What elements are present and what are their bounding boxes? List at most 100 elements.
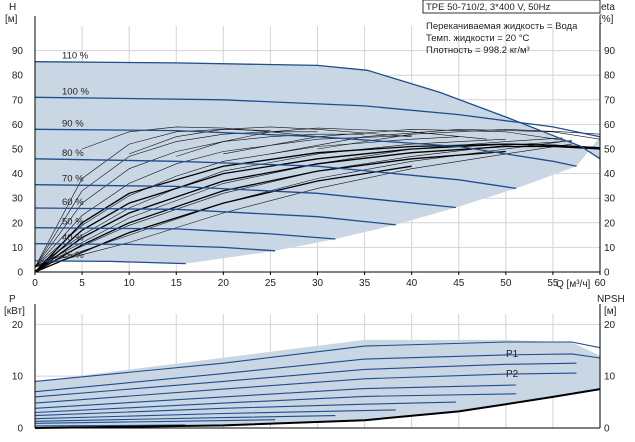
x-tick-label: 20 xyxy=(218,278,230,289)
y-tick-label-left: 20 xyxy=(12,218,24,229)
y-tick-label-left: 50 xyxy=(12,145,24,156)
npsh-tick-label: 0 xyxy=(604,424,610,435)
y-tick-label-right: 0 xyxy=(604,268,610,279)
info-fluid: Перекачиваемая жидкость = Вода xyxy=(426,21,578,32)
y-tick-label-right: 50 xyxy=(604,145,616,156)
axis-unit-p: [кВт] xyxy=(4,306,25,317)
axis-unit-h: [м] xyxy=(5,14,18,25)
y-tick-label-left: 90 xyxy=(12,46,24,57)
y-tick-label-left: 70 xyxy=(12,95,24,106)
efficiency-curve xyxy=(34,133,365,268)
y-tick-label-right: 90 xyxy=(604,46,616,57)
x-tick-label: 35 xyxy=(359,278,371,289)
efficiency-curve xyxy=(81,126,318,150)
qh-curve xyxy=(34,61,601,160)
power-curve xyxy=(34,384,517,409)
efficiency-curve xyxy=(34,136,459,268)
speed-label: 40 % xyxy=(62,233,84,244)
qh-curve xyxy=(34,184,456,209)
x-tick-label: 50 xyxy=(500,278,512,289)
x-tick-label: 30 xyxy=(312,278,324,289)
efficiency-curve xyxy=(129,126,412,155)
y-tick-label-left: 80 xyxy=(12,71,24,82)
npsh-curve xyxy=(34,388,601,429)
y-tick-label-right: 30 xyxy=(604,194,616,205)
p-tick-label: 10 xyxy=(12,372,24,383)
info-temperature: Темп. жидкости = 20 °C xyxy=(426,33,529,44)
axis-unit-npsh: [м] xyxy=(604,306,617,317)
y-tick-label-left: 60 xyxy=(12,120,24,131)
y-tick-label-left: 30 xyxy=(12,194,24,205)
x-tick-label: 0 xyxy=(32,278,38,289)
curves: 110 % 100 % 90 % 80 % 70 % 60 % 50 % 40 % 25 % xyxy=(34,51,601,429)
efficiency-curve xyxy=(34,128,271,268)
efficiency-curve-bold xyxy=(34,143,601,273)
axis-title-npsh: NPSH xyxy=(597,294,625,305)
speed-label: 90 % xyxy=(62,118,84,129)
efficiency-curve xyxy=(34,140,572,268)
power-curve xyxy=(34,401,456,417)
y-tick-label-right: 10 xyxy=(604,243,616,254)
operating-envelope-fill xyxy=(35,61,600,264)
p-tick-label: 20 xyxy=(12,320,24,331)
qh-curve xyxy=(34,128,577,167)
axis-title-q: Q [м³/ч] xyxy=(556,279,591,290)
power-curve xyxy=(34,424,186,427)
power-curve xyxy=(34,362,577,398)
title-box xyxy=(422,0,601,14)
efficiency-curve-bold xyxy=(34,145,601,273)
y-tick-label-right: 70 xyxy=(604,95,616,106)
power-curve xyxy=(34,341,601,382)
efficiency-curve xyxy=(34,137,563,268)
y-tick-label-left: 0 xyxy=(17,268,23,279)
x-tick-label: 45 xyxy=(453,278,465,289)
npsh-tick-label: 20 xyxy=(604,320,616,331)
y-tick-label-right: 40 xyxy=(604,169,616,180)
power-curve xyxy=(34,419,276,424)
speed-label: 100 % xyxy=(62,86,89,97)
y-tick-label-left: 40 xyxy=(12,169,24,180)
speed-label: 25 % xyxy=(62,250,84,261)
power-curve xyxy=(34,409,396,420)
npsh-tick-label: 10 xyxy=(604,372,616,383)
qh-curve xyxy=(34,158,517,190)
axis-title-eta: eta xyxy=(601,2,615,13)
y-tick-label-right: 80 xyxy=(604,71,616,82)
power-curve xyxy=(34,393,517,414)
chart-title: TPE 50-710/2, 3*400 V, 50Hz xyxy=(426,2,551,13)
x-tick-label: 25 xyxy=(265,278,277,289)
y-tick-label-right: 60 xyxy=(604,120,616,131)
axis-title-p: P xyxy=(9,294,16,305)
series-label-p1: P1 xyxy=(506,349,519,360)
speed-label: 60 % xyxy=(62,197,84,208)
speed-label: 50 % xyxy=(62,217,84,228)
x-tick-label: 10 xyxy=(124,278,136,289)
x-tick-label: 15 xyxy=(171,278,183,289)
y-tick-label-right: 20 xyxy=(604,218,616,229)
x-tick-label: 40 xyxy=(406,278,418,289)
labels: H [м] eta [%] Q [м³/ч] TPE 50-710/2, 3*4… xyxy=(4,2,625,380)
axis-title-h: H xyxy=(9,2,16,13)
y-tick-label-left: 10 xyxy=(12,243,24,254)
efficiency-curve xyxy=(317,128,601,150)
speed-label: 70 % xyxy=(62,174,84,185)
efficiency-curve xyxy=(34,135,412,268)
power-curve xyxy=(34,353,601,393)
series-label-p2: P2 xyxy=(506,369,519,380)
x-tick-label: 5 xyxy=(79,278,85,289)
efficiency-curve-bold xyxy=(34,150,506,273)
x-tick-label: 60 xyxy=(594,278,606,289)
qh-curve xyxy=(34,227,336,240)
efficiency-curve-bold xyxy=(34,165,412,273)
qh-curve xyxy=(34,207,396,226)
efficiency-curve xyxy=(270,128,601,155)
efficiency-curve xyxy=(176,127,488,157)
p-tick-label: 0 xyxy=(17,424,23,435)
efficiency-curve xyxy=(34,138,506,268)
speed-label: 110 % xyxy=(62,51,89,62)
qh-curve xyxy=(34,243,276,252)
qh-curve xyxy=(34,96,601,138)
power-curve xyxy=(34,415,336,422)
